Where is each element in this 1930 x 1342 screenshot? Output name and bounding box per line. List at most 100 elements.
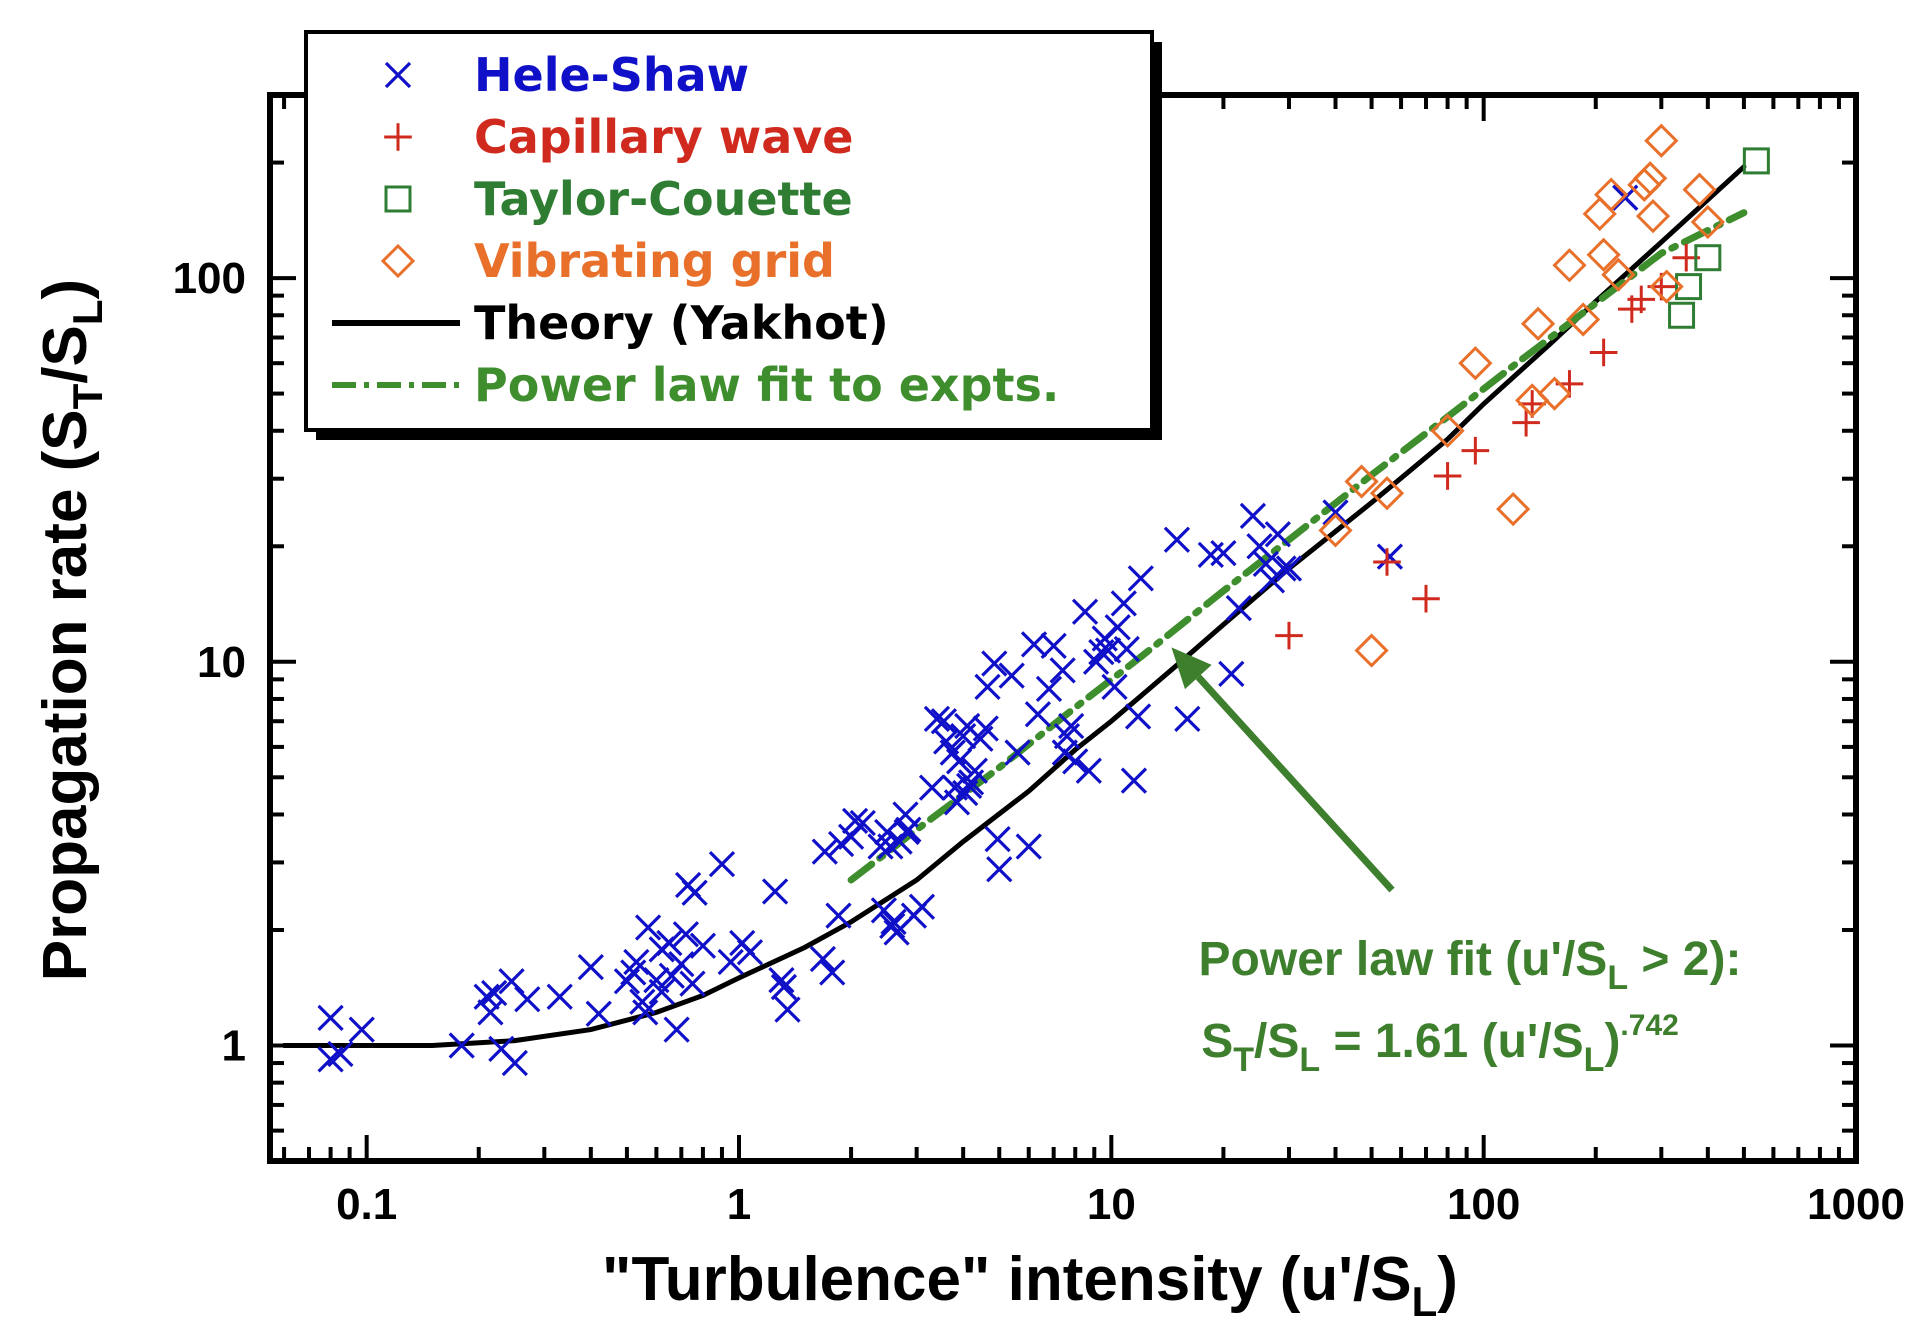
vibrating-grid-point [1649, 269, 1684, 304]
hele-shaw-point [736, 939, 764, 966]
legend-symbol-vibrating-grid [380, 243, 416, 279]
hele-shaw-point [689, 932, 717, 959]
hele-shaw-point [481, 979, 508, 1007]
y-axis-title-sub2: L [64, 299, 111, 325]
hele-shaw-point [679, 970, 706, 997]
hele-shaw-point [880, 908, 907, 935]
x-axis-title-sub: L [1412, 1278, 1438, 1325]
hele-shaw-point [1163, 526, 1191, 553]
annotation-line-2-sub-l: L [1299, 1041, 1320, 1079]
legend-box [304, 30, 1154, 432]
vibrating-grid-point [1552, 248, 1587, 283]
hele-shaw-point [1104, 614, 1131, 641]
annotation-line-2: ST/SL = 1.61 (u'/SL).742 [1201, 1009, 1679, 1079]
hele-shaw-point [998, 662, 1025, 689]
hele-shaw-point [961, 757, 988, 784]
vibrating-grid-point [1635, 199, 1671, 234]
hele-shaw-point [849, 809, 876, 837]
hele-shaw-point [908, 893, 936, 920]
vibrating-grid-point [1496, 491, 1531, 527]
vibrating-grid-point [1344, 464, 1379, 499]
hele-shaw-point [656, 929, 683, 957]
hele-shaw-point [629, 988, 656, 1015]
vibrating-grid-point [1318, 513, 1353, 548]
hele-shaw-point [895, 816, 922, 843]
hele-shaw-point [648, 978, 675, 1005]
vibrating-grid-point [1458, 346, 1493, 381]
hele-shaw-point [546, 983, 573, 1010]
y-tick-label: 100 [173, 254, 246, 303]
hele-shaw-point [1210, 539, 1237, 567]
y-axis-title-sub1: T [64, 383, 111, 409]
capillary-wave-point [1461, 436, 1490, 465]
hele-shaw-point [1110, 590, 1137, 617]
hele-shaw-point [1053, 723, 1081, 750]
hele-shaw-point [972, 715, 999, 742]
hele-shaw-point [448, 1032, 475, 1059]
hele-shaw-point [1113, 635, 1140, 663]
taylor-couette-point [1694, 244, 1722, 272]
legend: Hele-Shaw Capillary wave Taylor-Couette Vib… [304, 30, 1162, 440]
hele-shaw-point [981, 650, 1008, 677]
vibrating-grid-point [1682, 172, 1717, 207]
vibrating-grid-point [1594, 177, 1629, 212]
theory-line [281, 164, 1747, 1048]
hele-shaw-point [1252, 550, 1279, 577]
legend-label-hele-shaw: Hele-Shaw [474, 48, 749, 102]
hele-shaw-point [1049, 657, 1076, 684]
vibrating-grid-point [1690, 204, 1725, 240]
annotation-line-1-sub: L [1607, 959, 1628, 997]
hele-shaw-point [768, 967, 795, 994]
vibrating-grid-point [1520, 306, 1556, 341]
annotation-line-2-sub-l2: L [1584, 1041, 1605, 1079]
hele-shaw-point [1225, 594, 1252, 622]
legend-label-vibrating-grid: Vibrating grid [474, 234, 835, 288]
capillary-wave-point [1433, 462, 1462, 490]
y-axis-title-end: ) [31, 279, 100, 300]
legend-label-theory-yakhot: Theory (Yakhot) [474, 296, 889, 350]
hele-shaw-point [841, 807, 869, 834]
vibrating-grid-point [1537, 376, 1572, 411]
tick-labels: 0.1 1 10 100 1000 1 10 100 [173, 254, 1905, 1229]
hele-shaw-point [825, 902, 852, 929]
annotation-arrow-head [1171, 647, 1212, 690]
hele-shaw-point [1174, 705, 1201, 732]
hele-shaw-point [672, 921, 700, 948]
hele-shaw-point [923, 705, 951, 732]
hele-shaw-point [770, 973, 798, 1001]
hele-shaw-point [945, 748, 973, 775]
capillary-wave-point [1512, 408, 1540, 437]
data-points [317, 123, 1770, 1077]
taylor-couette-point [1668, 301, 1696, 329]
annotation-line-2-c: = 1.61 (u'/S [1320, 1015, 1584, 1068]
hele-shaw-point [1239, 502, 1267, 530]
hele-shaw-point [1004, 739, 1031, 766]
vibrating-grid-point [1644, 123, 1679, 158]
hele-shaw-point [514, 986, 541, 1013]
vibrating-grid-point [1430, 413, 1465, 448]
legend-symbol-taylor-couette [384, 185, 412, 213]
hele-shaw-point [1058, 712, 1085, 740]
vibrating-grid-point [1369, 476, 1405, 511]
hele-shaw-point [1322, 499, 1349, 526]
hele-shaw-point [761, 878, 789, 905]
hele-shaw-point [1015, 833, 1042, 860]
hele-shaw-point [620, 959, 647, 986]
hele-shaw-point [1124, 703, 1152, 730]
vibrating-grid-point [1627, 167, 1662, 202]
x-tick-label: 10 [1087, 1180, 1136, 1229]
annotation-line-2-d: ) [1604, 1015, 1620, 1068]
hele-shaw-point [1218, 660, 1245, 688]
x-axis-title-main: "Turbulence" intensity (u'/S [602, 1245, 1412, 1314]
y-axis-title-main: Propagation rate (S [31, 409, 100, 981]
x-tick-label: 100 [1447, 1180, 1520, 1229]
annotation-line-2-a: S [1201, 1015, 1233, 1068]
hele-shaw-point [1376, 543, 1404, 570]
x-axis-title-end: ) [1437, 1245, 1458, 1314]
x-tick-label: 1 [727, 1180, 751, 1229]
hele-shaw-point [1101, 673, 1128, 701]
vibrating-grid-point [1354, 633, 1389, 668]
capillary-wave-point [1589, 338, 1618, 367]
legend-symbol-capillary-wave [384, 123, 412, 151]
